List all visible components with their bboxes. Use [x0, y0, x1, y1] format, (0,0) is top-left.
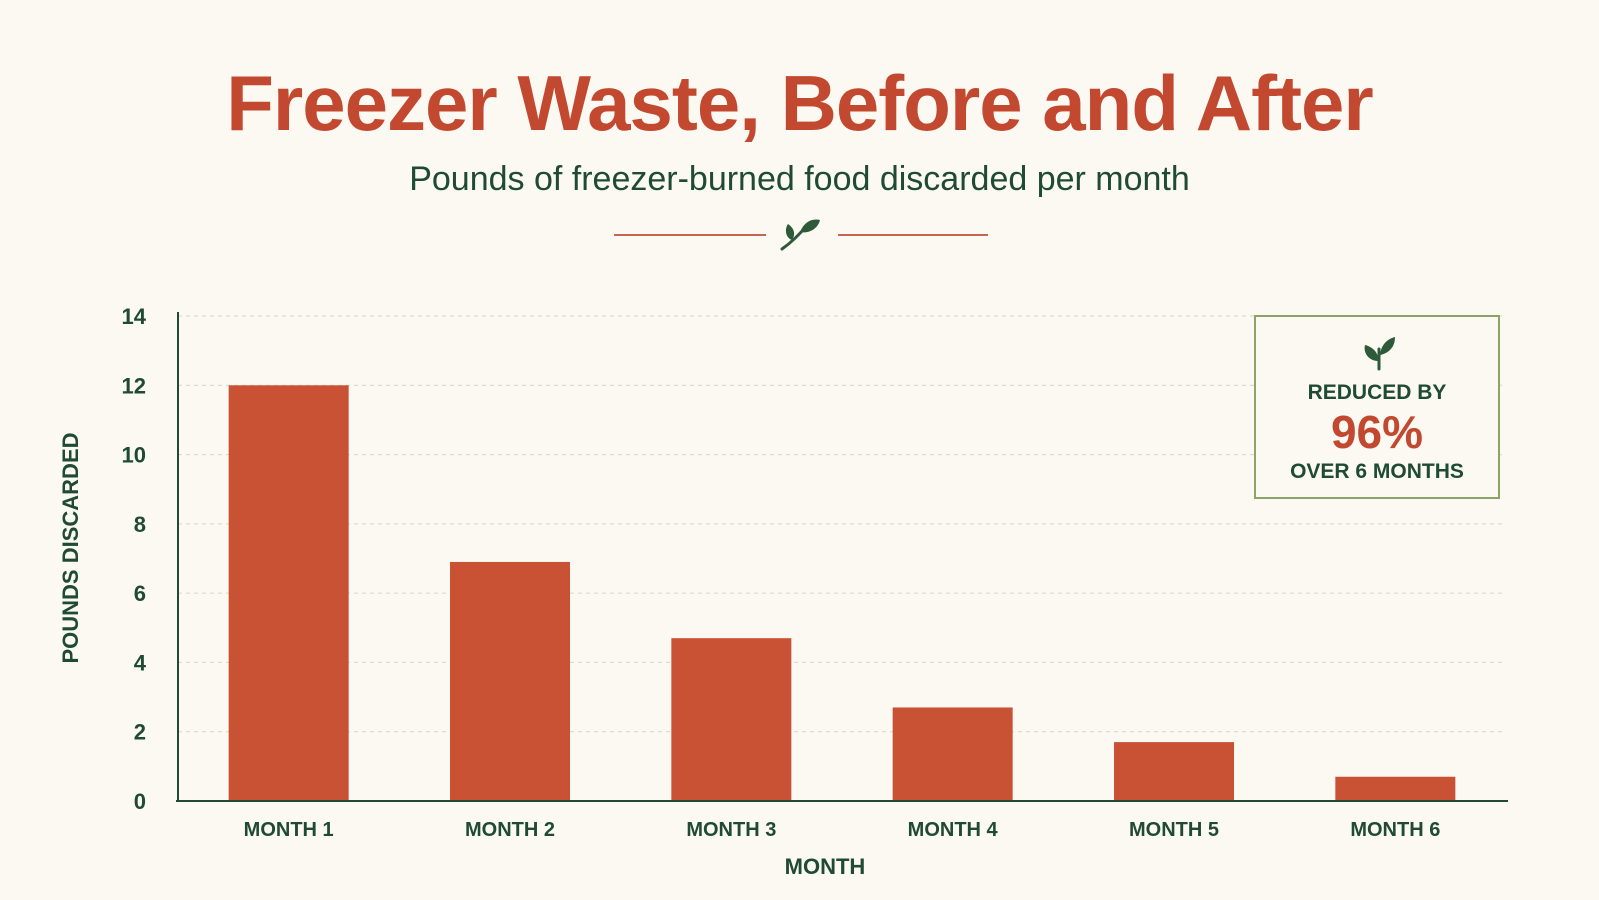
- leaf-icon: [780, 219, 820, 251]
- x-tick-label: MONTH 2: [465, 819, 555, 841]
- callout-bottom-text: OVER 6 MONTHS: [1290, 460, 1464, 483]
- y-tick-label: 12: [122, 373, 146, 398]
- y-tick-label: 2: [134, 720, 146, 745]
- x-tick-label: MONTH 3: [686, 819, 776, 841]
- y-tick-labels: 0 2 4 6 8 10 12 14: [122, 304, 147, 814]
- callout-value: 96%: [1330, 406, 1424, 458]
- bar-6: [1335, 776, 1456, 801]
- y-tick-label: 10: [122, 443, 146, 468]
- x-tick-label: MONTH 4: [908, 819, 999, 841]
- bar-5: [1114, 742, 1234, 801]
- x-axis-label: MONTH: [785, 854, 866, 879]
- y-tick-label: 0: [134, 789, 146, 814]
- y-tick-label: 8: [134, 512, 146, 537]
- x-tick-labels: MONTH 1 MONTH 2 MONTH 3 MONTH 4 MONTH 5 MONTH…: [244, 819, 1441, 841]
- bars: [228, 385, 1456, 801]
- bar-3: [671, 638, 792, 801]
- bar-4: [892, 707, 1013, 801]
- divider-line-left: [614, 234, 766, 236]
- bar-1: [228, 385, 349, 801]
- y-tick-label: 6: [134, 581, 146, 606]
- x-tick-label: MONTH 5: [1129, 819, 1219, 841]
- y-axis-label: POUNDS DISCARDED: [58, 432, 83, 663]
- y-tick-label: 4: [134, 650, 147, 675]
- divider-line-right: [838, 234, 988, 236]
- chart-subtitle: Pounds of freezer-burned food discarded …: [409, 160, 1190, 198]
- y-tick-label: 14: [122, 304, 147, 329]
- reduction-callout: REDUCED BY 96% OVER 6 MONTHS: [1254, 315, 1500, 499]
- bar-2: [450, 561, 570, 801]
- x-tick-label: MONTH 1: [244, 819, 334, 841]
- callout-top-text: REDUCED BY: [1307, 381, 1447, 404]
- x-tick-label: MONTH 6: [1350, 819, 1440, 841]
- chart-title: Freezer Waste, Before and After: [226, 59, 1374, 147]
- leaf-icon: [1364, 337, 1395, 371]
